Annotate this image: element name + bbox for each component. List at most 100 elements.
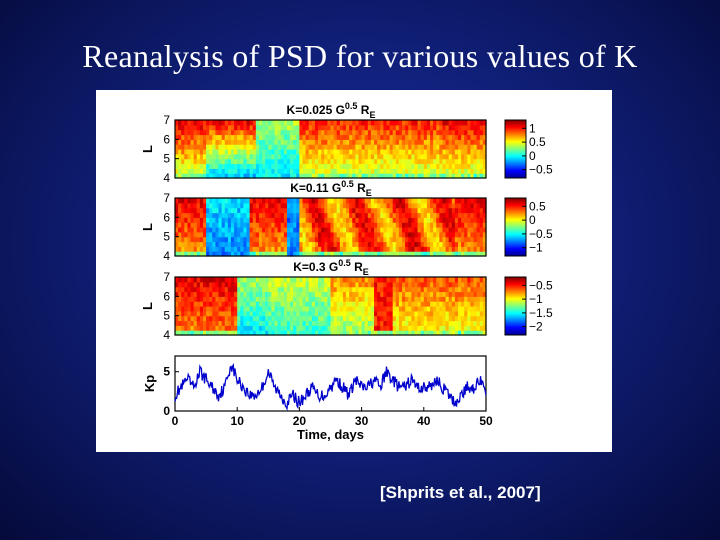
psd-cell [277, 315, 282, 322]
psd-cell [296, 315, 300, 322]
psd-cell [458, 291, 462, 297]
psd-cell [370, 310, 375, 317]
psd-cell [206, 227, 210, 233]
psd-cell [202, 281, 207, 288]
psd-cell [202, 330, 207, 336]
psd-cell [367, 217, 372, 223]
psd-cell [237, 296, 241, 302]
psd-cell [268, 222, 273, 228]
psd-cell [318, 153, 322, 160]
psd-cell [324, 330, 328, 336]
psd-cell [271, 139, 276, 145]
psd-cell [314, 281, 319, 288]
psd-cell [389, 241, 394, 247]
psd-cell [479, 202, 484, 209]
psd-cell [286, 222, 291, 228]
psd-cell [212, 325, 217, 331]
psd-cell [212, 291, 217, 297]
psd-cell [305, 310, 310, 317]
psd-cell [265, 325, 269, 331]
psd-cell [436, 310, 440, 317]
psd-cell [333, 246, 338, 252]
psd-cell [339, 124, 344, 131]
psd-cell [333, 202, 338, 209]
psd-cell [479, 124, 484, 131]
psd-cell [386, 286, 391, 293]
psd-cell [318, 286, 322, 293]
psd-cell [206, 286, 210, 293]
psd-cell [175, 251, 179, 257]
psd-cell [464, 291, 468, 297]
psd-cell [305, 158, 310, 165]
psd-cell [392, 241, 397, 247]
psd-cell [355, 241, 360, 247]
psd-cell [464, 251, 468, 257]
psd-cell [402, 315, 406, 322]
psd-cell [467, 163, 472, 169]
psd-cell [249, 286, 254, 293]
psd-cell [215, 246, 220, 252]
psd-cell [308, 149, 313, 155]
psd-cell [355, 134, 360, 140]
psd-cell [308, 330, 313, 336]
psd-cell [209, 315, 213, 322]
psd-cell [358, 212, 363, 218]
psd-cell [464, 281, 468, 288]
psd-cell [258, 296, 263, 302]
psd-cell [473, 173, 478, 179]
psd-cell [374, 222, 378, 228]
psd-cell [411, 291, 416, 297]
psd-cell [212, 301, 217, 307]
psd-cell [361, 139, 366, 145]
psd-cell [268, 301, 273, 307]
psd-cell [433, 251, 437, 257]
psd-cell [290, 306, 294, 312]
psd-cell [377, 325, 381, 331]
psd-cell [290, 291, 294, 297]
psd-cell [448, 222, 453, 228]
psd-cell [417, 124, 422, 131]
psd-cell [196, 301, 201, 307]
psd-cell [482, 153, 487, 160]
psd-cell [240, 281, 245, 288]
psd-cell [218, 124, 223, 131]
psd-cell [327, 212, 332, 218]
psd-cell [392, 296, 397, 302]
psd-cell [464, 330, 468, 336]
psd-cell [405, 251, 409, 257]
psd-cell [230, 173, 235, 179]
psd-cell [352, 144, 356, 150]
psd-cell [482, 168, 487, 174]
psd-cell [414, 149, 419, 155]
psd-cell [464, 202, 468, 209]
psd-cell [386, 227, 391, 233]
psd-cell [327, 320, 332, 326]
psd-cell [339, 198, 344, 204]
psd-cell [436, 158, 440, 165]
psd-cell [181, 139, 185, 145]
psd-cell [290, 134, 294, 140]
psd-cell [184, 241, 189, 247]
psd-cell [367, 227, 372, 233]
psd-cell [423, 291, 428, 297]
psd-cell [411, 236, 416, 243]
psd-cell [240, 168, 245, 174]
psd-cell [342, 202, 347, 209]
psd-cell [283, 222, 288, 228]
psd-cell [324, 202, 328, 209]
psd-cell [417, 163, 422, 169]
psd-cell [358, 330, 363, 336]
psd-cell [246, 310, 251, 317]
psd-cell [426, 281, 431, 288]
psd-cell [436, 320, 440, 326]
psd-cell [426, 129, 431, 136]
psd-cell [299, 241, 304, 247]
psd-cell [398, 153, 403, 160]
psd-cell [296, 296, 300, 302]
psd-cell [218, 320, 223, 326]
psd-cell [358, 139, 363, 145]
psd-cell [206, 281, 210, 288]
psd-cell [436, 241, 440, 247]
psd-cell [420, 134, 425, 140]
psd-cell [193, 246, 198, 252]
